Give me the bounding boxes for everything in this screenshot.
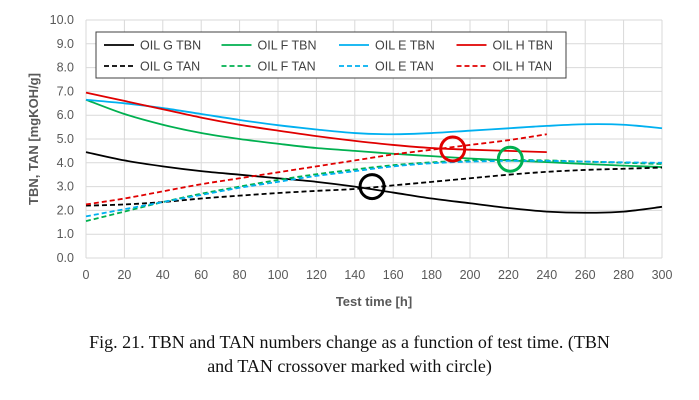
y-tick-label: 6.0 xyxy=(57,108,74,122)
series-line-oil-e-tbn xyxy=(85,98,663,136)
crossover-circle xyxy=(439,135,467,163)
y-tick-label: 0.0 xyxy=(57,251,74,265)
x-tick-label: 300 xyxy=(652,268,673,282)
series-line-oil-h-tbn xyxy=(85,91,547,153)
figure-caption: Fig. 21. TBN and TAN numbers change as a… xyxy=(0,330,699,378)
x-tick-label: 240 xyxy=(536,268,557,282)
x-tick-label: 220 xyxy=(498,268,519,282)
chart: 0.0 1.0 2.0 3.0 4.0 5.0 6.0 7.0 8.0 9.0 10.0 0 20 40… xyxy=(26,13,673,309)
y-tick-labels: 0.0 1.0 2.0 3.0 4.0 5.0 6.0 7.0 8.0 9.0 10.0 xyxy=(50,13,74,265)
x-tick-label: 80 xyxy=(233,268,247,282)
x-axis-title: Test time [h] xyxy=(336,294,412,309)
legend-label-oil-g-tan: OIL G TAN xyxy=(140,60,200,74)
crossover-markers xyxy=(358,135,524,201)
y-tick-label: 10.0 xyxy=(50,13,74,27)
x-tick-label: 140 xyxy=(344,268,365,282)
x-tick-label: 280 xyxy=(613,268,634,282)
x-tick-label: 40 xyxy=(156,268,170,282)
legend-label-oil-e-tan: OIL E TAN xyxy=(375,60,434,74)
legend-label-oil-e-tbn: OIL E TBN xyxy=(375,39,435,53)
legend-label-oil-h-tbn: OIL H TBN xyxy=(493,39,553,53)
x-tick-label: 200 xyxy=(460,268,481,282)
y-tick-label: 1.0 xyxy=(57,227,74,241)
y-tick-label: 5.0 xyxy=(57,132,74,146)
legend-label-oil-h-tan: OIL H TAN xyxy=(493,60,553,74)
legend-label-oil-f-tan: OIL F TAN xyxy=(258,60,316,74)
x-tick-label: 0 xyxy=(83,268,90,282)
x-tick-label: 120 xyxy=(306,268,327,282)
series-line-oil-e-tan xyxy=(85,159,663,218)
legend: OIL G TBN OIL F TBN OIL E TBN OIL H TBN OIL … xyxy=(95,31,567,79)
x-tick-labels: 0 20 40 60 80 100 120 140 160 180 200 220 240 260 280 3… xyxy=(83,268,673,282)
x-tick-label: 20 xyxy=(117,268,131,282)
x-tick-label: 100 xyxy=(268,268,289,282)
legend-label-oil-f-tbn: OIL F TBN xyxy=(258,39,317,53)
crossover-circle xyxy=(358,173,386,201)
y-tick-label: 8.0 xyxy=(57,61,74,75)
legend-box xyxy=(95,31,567,79)
series-line-oil-h-tan xyxy=(85,133,547,206)
y-tick-label: 4.0 xyxy=(57,156,74,170)
x-tick-label: 160 xyxy=(383,268,404,282)
y-tick-label: 3.0 xyxy=(57,180,74,194)
y-tick-label: 2.0 xyxy=(57,203,74,217)
x-tick-label: 180 xyxy=(421,268,442,282)
series-lines xyxy=(85,91,663,222)
caption-line-2: and TAN crossover marked with circle) xyxy=(207,356,492,376)
y-axis-title: TBN, TAN [mgKOH/g] xyxy=(26,73,41,205)
caption-line-1: Fig. 21. TBN and TAN numbers change as a… xyxy=(89,332,610,352)
x-tick-label: 260 xyxy=(575,268,596,282)
crossover-circle xyxy=(496,145,524,173)
x-tick-label: 60 xyxy=(194,268,208,282)
series-line-oil-g-tbn xyxy=(85,151,663,214)
series-line-oil-g-tan xyxy=(85,166,663,207)
legend-label-oil-g-tbn: OIL G TBN xyxy=(140,39,201,53)
series-line-oil-f-tbn xyxy=(85,98,663,168)
y-tick-label: 7.0 xyxy=(57,84,74,98)
y-tick-label: 9.0 xyxy=(57,37,74,51)
